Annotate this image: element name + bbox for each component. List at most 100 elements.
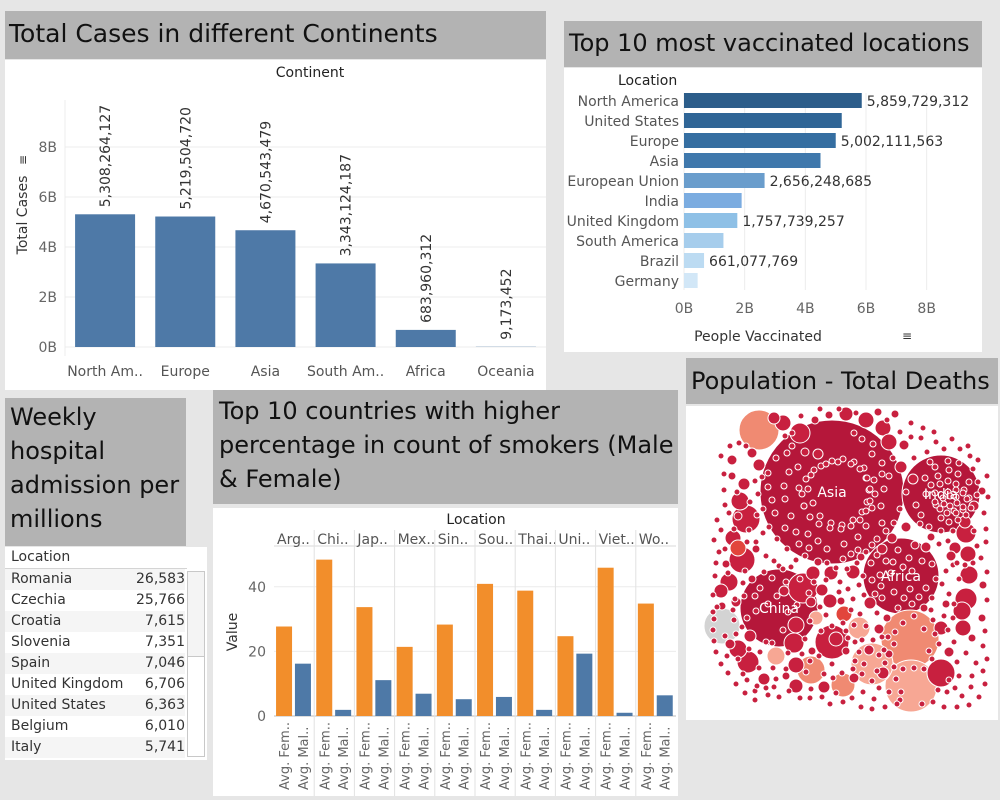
smokers-bar xyxy=(656,695,673,716)
bubble xyxy=(847,550,855,558)
bubble xyxy=(746,447,758,459)
bubble xyxy=(959,545,977,563)
bubble xyxy=(954,470,962,478)
cases-data-label: 3,343,124,187 xyxy=(339,154,355,256)
bubble xyxy=(730,616,738,624)
bubble xyxy=(972,659,980,667)
bubble xyxy=(839,455,847,463)
bubble xyxy=(832,689,840,697)
bubble xyxy=(779,626,787,634)
bubble xyxy=(937,514,945,522)
bubble xyxy=(945,518,953,526)
bubble xyxy=(738,623,746,631)
smokers-category-label: Thai.. xyxy=(517,532,557,548)
bubble xyxy=(878,594,886,602)
smokers-bar xyxy=(576,653,593,716)
bubble xyxy=(873,623,885,635)
bubble xyxy=(741,689,749,697)
bubble xyxy=(743,676,751,684)
bubble xyxy=(854,533,862,541)
bubble xyxy=(862,548,870,556)
table-cell-location: United States xyxy=(11,697,106,713)
table-cell-value: 6,010 xyxy=(144,718,185,734)
bubble xyxy=(981,627,989,635)
bubble xyxy=(709,608,717,616)
smokers-measure-label: Avg. Fem.. xyxy=(399,722,414,790)
bubble xyxy=(928,594,936,602)
bubble xyxy=(768,639,776,647)
bubble xyxy=(850,429,858,437)
hosp-panel: Location Romania 26,583 Czechia 25,766 Croat… xyxy=(5,547,207,760)
bubble xyxy=(770,557,778,565)
smokers-category-label: Sou.. xyxy=(478,532,513,548)
bubble xyxy=(885,688,893,696)
bubble xyxy=(751,544,761,554)
bubble xyxy=(963,495,971,503)
bubble xyxy=(806,617,814,625)
bubble xyxy=(764,691,772,699)
bubble xyxy=(849,595,857,603)
bubble xyxy=(891,628,899,636)
bubble xyxy=(745,526,753,534)
bubble xyxy=(824,410,834,420)
bubble xyxy=(931,463,939,471)
table-cell-location: Croatia xyxy=(11,613,62,629)
bubble xyxy=(781,432,789,440)
bubble xyxy=(727,471,737,481)
bubble xyxy=(814,537,822,545)
bubble xyxy=(792,556,800,564)
bubble xyxy=(757,672,771,686)
vacc-category-label: India xyxy=(645,194,679,210)
bubble xyxy=(739,670,747,678)
cases-bar xyxy=(395,329,456,347)
bubble xyxy=(822,611,830,619)
sort-icon: ≡ xyxy=(16,155,30,165)
smokers-measure-label: Avg. Mal.. xyxy=(458,727,473,790)
bubble xyxy=(847,522,855,530)
bubble xyxy=(721,559,731,569)
bubble xyxy=(929,698,937,706)
bubble xyxy=(967,633,977,643)
table-cell-location: Italy xyxy=(11,739,42,755)
bubble xyxy=(898,439,910,451)
bubble xyxy=(936,480,944,488)
bubble xyxy=(848,694,856,702)
bubble xyxy=(785,687,793,695)
bubble-label: Asia xyxy=(817,485,846,501)
bubble xyxy=(863,644,875,656)
bubble xyxy=(710,536,718,544)
bubble xyxy=(823,545,831,553)
smokers-bar xyxy=(415,693,432,716)
bubble xyxy=(916,520,924,528)
smokers-measure-label: Avg. Mal.. xyxy=(418,727,433,790)
smokers-bar xyxy=(616,712,633,716)
bubble xyxy=(810,466,818,474)
bubble xyxy=(881,659,889,667)
table-row: Czechia 25,766 xyxy=(5,590,185,611)
bubble xyxy=(802,668,810,676)
table-row: United States 6,363 xyxy=(5,695,185,716)
bubble xyxy=(781,671,791,681)
cases-panel: Continent 0B 2B 4B 6B 8B Total Cases ≡ 5,308,264… xyxy=(5,60,546,390)
bubble xyxy=(856,552,866,562)
bubble xyxy=(878,459,886,467)
bubble xyxy=(801,552,809,560)
bubble xyxy=(848,672,860,684)
bubble xyxy=(836,596,846,606)
cases-xtick: Asia xyxy=(251,364,280,380)
cases-data-label: 4,670,543,479 xyxy=(258,121,274,223)
hosp-scroll-thumb[interactable] xyxy=(188,572,204,657)
bubble xyxy=(883,416,891,424)
bubble xyxy=(802,475,810,483)
bubble xyxy=(762,684,770,692)
hosp-scrollbar[interactable] xyxy=(187,571,205,757)
bubble xyxy=(820,670,828,678)
bubble xyxy=(793,601,801,609)
table-row: Italy 5,741 xyxy=(5,737,185,758)
bubble xyxy=(946,502,954,510)
bubble xyxy=(783,449,791,457)
bubble xyxy=(927,606,935,614)
bubble xyxy=(919,424,927,432)
smokers-category-label: Arg.. xyxy=(277,532,310,548)
bubble xyxy=(739,579,747,587)
